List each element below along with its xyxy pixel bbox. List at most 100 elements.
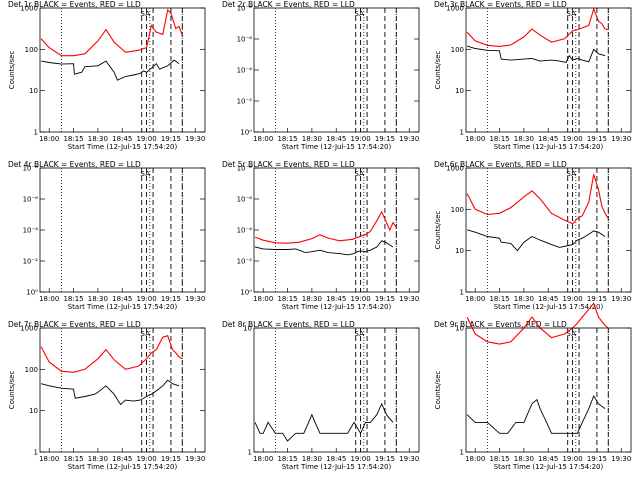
y-tick-label: 10 [455,87,464,95]
y-tick-label: 10 [29,87,38,95]
x-tick-label: 19:15 [375,135,395,143]
x-tick-label: 19:00 [136,295,156,303]
x-tick-label: 18:15 [63,135,83,143]
x-tick-label: 19:00 [350,455,370,463]
x-tick-label: 18:45 [112,455,132,463]
event-marker-label: A [359,330,364,338]
x-tick-label: 18:15 [63,455,83,463]
series-line-lld [254,210,397,244]
x-tick-label: 19:15 [161,455,181,463]
x-tick-label: 18:30 [302,455,322,463]
x-axis-label: Start Time (12-Jul-15 17:54:20) [282,143,392,151]
x-axis-label: Start Time (12-Jul-15 17:54:20) [282,303,392,311]
event-marker-label: S [566,170,571,178]
series-line-lld [466,7,609,47]
y-tick-label: 10⁰ [26,289,38,297]
x-tick-label: 18:00 [253,295,273,303]
event-marker-label: S [354,330,359,338]
x-tick-label: 18:30 [88,135,108,143]
plot-frame [39,167,206,293]
x-tick-label: 18:15 [63,295,83,303]
x-axis-label: Start Time (12-Jul-15 17:54:20) [494,303,604,311]
x-tick-label: 18:30 [88,295,108,303]
event-marker-label: A [359,170,364,178]
x-tick-label: 18:30 [514,455,534,463]
series-line-lld [40,8,183,57]
x-tick-label: 19:15 [587,455,607,463]
y-tick-label: 10⁻⁶ [23,196,39,204]
series-line-lld [40,335,183,373]
x-tick-label: 19:00 [562,455,582,463]
event-marker-label: A [571,10,576,18]
y-tick-label: 10⁻² [237,258,253,266]
x-tick-label: 19:30 [611,295,631,303]
y-tick-label: 100 [25,366,38,374]
y-tick-label: 1 [460,289,464,297]
y-axis-label: Counts/sec [434,211,442,250]
series-line-lld [466,174,609,225]
x-tick-label: 19:15 [161,135,181,143]
x-tick-label: 19:30 [399,455,419,463]
y-tick-label: 10⁻² [237,98,253,106]
x-tick-label: 18:45 [326,295,346,303]
y-tick-label: 1000 [446,5,464,13]
y-tick-label: 1 [34,129,38,137]
event-marker-label: S [566,10,571,18]
y-tick-label: 10⁻⁴ [237,67,253,75]
x-tick-label: 18:00 [253,135,273,143]
x-tick-label: 18:30 [514,295,534,303]
x-tick-label: 18:15 [277,295,297,303]
x-tick-label: 18:00 [465,455,485,463]
plot-frame [465,327,632,453]
y-axis-label: Counts/sec [434,51,442,90]
x-tick-label: 18:00 [39,295,59,303]
y-tick-label: 100 [451,46,464,54]
panel-title: Det 9r BLACK = Events, RED = LLD [434,320,567,329]
panel-title: Det 6r BLACK = Events, RED = LLD [434,160,567,169]
x-tick-label: 19:30 [399,135,419,143]
x-axis-label: Start Time (12-Jul-15 17:54:20) [68,463,178,471]
x-tick-label: 19:00 [350,295,370,303]
y-axis-label: Counts/sec [8,371,16,410]
x-tick-label: 18:15 [277,135,297,143]
series-line-events [466,394,606,434]
event-marker-label: S [354,170,359,178]
x-tick-label: 18:00 [465,135,485,143]
x-tick-label: 19:00 [350,135,370,143]
y-tick-label: 10⁰ [240,129,252,137]
series-line-events [41,59,180,81]
x-tick-label: 19:30 [185,135,205,143]
x-tick-label: 19:30 [611,455,631,463]
event-marker-label: S [140,10,145,18]
y-tick-label: 10 [243,325,252,333]
x-tick-label: 19:00 [136,135,156,143]
panel-title: Det 4r BLACK = Events, RED = LLD [8,160,141,169]
y-tick-label: 10⁻⁶ [237,36,253,44]
x-tick-label: 18:30 [302,295,322,303]
y-tick-label: 100 [451,206,464,214]
y-tick-label: 100 [25,46,38,54]
x-tick-label: 19:15 [587,135,607,143]
y-tick-label: 10⁻² [23,258,39,266]
x-tick-label: 18:45 [112,295,132,303]
x-tick-label: 19:00 [562,295,582,303]
event-marker-label: A [571,170,576,178]
panel-title: Det 5r BLACK = Events, RED = LLD [222,160,355,169]
x-tick-label: 18:45 [112,135,132,143]
x-tick-label: 18:00 [39,455,59,463]
event-marker-label: S [354,10,359,18]
x-tick-label: 18:45 [538,455,558,463]
y-tick-label: 10⁻⁸ [237,5,253,13]
plot-frame [465,167,632,293]
y-tick-label: 10⁻⁴ [237,227,253,235]
y-tick-label: 10 [455,325,464,333]
